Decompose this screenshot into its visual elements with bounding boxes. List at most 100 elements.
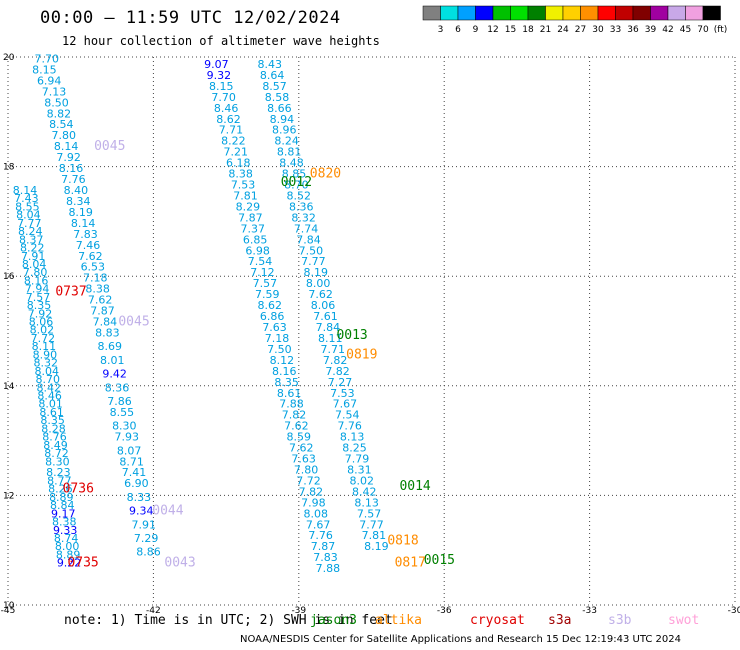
- wave-height-point: 8.57: [262, 80, 287, 93]
- wave-height-point: 8.30: [45, 455, 70, 468]
- wave-height-point: 8.02: [350, 474, 375, 487]
- wave-height-point: 7.29: [134, 532, 159, 545]
- color-scale-label: 70: [697, 25, 709, 35]
- satellite-legend-swot: swot: [668, 613, 700, 628]
- wave-height-point: 8.54: [49, 118, 74, 131]
- wave-height-point: 7.37: [241, 222, 266, 235]
- wave-height-point: 8.70: [284, 179, 309, 192]
- wave-height-point: 7.63: [291, 453, 316, 466]
- wave-height-point: 7.82: [282, 409, 307, 422]
- wave-height-point: 7.62: [78, 250, 103, 263]
- wave-height-point: 8.19: [304, 266, 329, 279]
- wave-height-point: 8.55: [110, 406, 135, 419]
- wave-height-point: 8.14: [71, 217, 96, 230]
- y-tick-label: 20: [3, 53, 15, 63]
- wave-height-point: 7.21: [224, 146, 249, 159]
- wave-height-point: 8.19: [364, 540, 389, 553]
- color-swatch: [702, 5, 721, 21]
- wave-height-point: 8.36: [105, 381, 130, 394]
- wave-height-point: 8.70: [35, 373, 60, 386]
- wave-height-point: 8.38: [52, 516, 77, 529]
- wave-height-point: 7.54: [335, 409, 360, 422]
- wave-height-point: 8.38: [228, 168, 253, 181]
- wave-height-point: 8.23: [46, 466, 71, 479]
- wave-height-point: 7.62: [289, 442, 314, 455]
- wave-height-point: 7.46: [76, 239, 101, 252]
- color-scale-label: 36: [627, 25, 639, 35]
- wave-height-point: 8.61: [39, 406, 64, 419]
- wave-height-point: 7.91: [21, 250, 46, 263]
- x-tick-label: -36: [437, 606, 452, 616]
- pass-time-label: 0014: [399, 479, 430, 494]
- wave-height-point: 8.02: [30, 324, 55, 337]
- color-scale-label: 6: [455, 25, 461, 35]
- pass-time-label: 0044: [152, 504, 183, 519]
- wave-height-point: 7.63: [262, 321, 287, 334]
- wave-height-point: 8.42: [36, 381, 61, 394]
- color-scale-label: 9: [473, 25, 479, 35]
- wave-height-point: 7.12: [250, 266, 275, 279]
- wave-height-point: 8.04: [16, 209, 41, 222]
- wave-height-point: 8.69: [98, 340, 123, 353]
- wave-height-point: 6.98: [245, 244, 270, 257]
- wave-height-point: 7.41: [122, 466, 147, 479]
- color-scale-label: 15: [505, 25, 516, 35]
- wave-height-point: 8.31: [347, 463, 372, 476]
- wave-height-point: 8.33: [127, 491, 152, 504]
- wave-height-point: 8.32: [34, 357, 59, 370]
- y-tick-label: 12: [3, 491, 14, 501]
- color-scale-label: 45: [680, 25, 691, 35]
- wave-height-point: 7.84: [316, 321, 341, 334]
- color-scale-legend: 3 6 9 12 15 18 21 24 27 30 33 36 39 42 45 70 (ft): [422, 5, 727, 35]
- color-scale-label: 39: [645, 25, 657, 35]
- wave-height-point: 7.92: [56, 151, 81, 164]
- wave-height-point: 8.55: [15, 200, 40, 213]
- wave-height-point: 8.14: [54, 140, 79, 153]
- pass-time-label: 0820: [310, 167, 341, 182]
- wave-height-point: 9.32: [207, 69, 232, 82]
- wave-height-point: 6.90: [124, 477, 149, 490]
- wave-height-point: 8.25: [342, 442, 367, 455]
- wave-height-point: 7.84: [296, 233, 321, 246]
- wave-height-point: 8.74: [54, 532, 79, 545]
- pass-time-label: 0013: [336, 328, 367, 343]
- wave-height-point: 8.24: [274, 135, 299, 148]
- wave-height-point: 6.86: [260, 310, 285, 323]
- wave-height-point: 8.00: [306, 277, 331, 290]
- footnote: note: 1) Time is in UTC; 2) SWH is in fe…: [64, 613, 393, 628]
- pass-time-label: 0818: [387, 534, 418, 549]
- wave-height-point: 7.80: [51, 129, 76, 142]
- wave-height-point: 8.43: [257, 58, 282, 71]
- wave-height-point: 8.50: [44, 96, 69, 109]
- pass-time-label: 0015: [424, 553, 455, 568]
- wave-height-point: 7.57: [26, 291, 51, 304]
- wave-height-point: 8.62: [216, 113, 241, 126]
- pass-time-label: 0012: [281, 175, 312, 190]
- wave-height-point: 7.88: [316, 562, 341, 575]
- wave-height-point: 7.59: [255, 288, 280, 301]
- wave-height-point: 7.79: [345, 453, 370, 466]
- wave-height-point: 8.08: [304, 507, 329, 520]
- color-scale-label: 33: [610, 25, 621, 35]
- pass-time-label: 0735: [67, 556, 98, 571]
- wave-height-point: 8.62: [257, 299, 282, 312]
- wave-height-point: 8.04: [35, 365, 60, 378]
- color-scale-label: 24: [557, 25, 569, 35]
- wave-height-point: 7.70: [35, 52, 60, 65]
- pass-time-label: 0817: [395, 556, 426, 571]
- wave-height-point: 8.49: [43, 439, 68, 452]
- wave-height-point: 8.14: [13, 184, 38, 197]
- wave-height-point: 7.53: [330, 387, 355, 400]
- pass-time-label: 0737: [55, 284, 86, 299]
- wave-height-point: 7.71: [219, 124, 244, 137]
- wave-height-point: 8.85: [282, 168, 307, 181]
- wave-height-point: 8.36: [289, 200, 314, 213]
- wave-height-point: 8.84: [50, 499, 75, 512]
- wave-height-point: 8.89: [56, 548, 81, 561]
- wave-height-point: 8.71: [119, 455, 144, 468]
- wave-height-point: 7.87: [311, 540, 336, 553]
- wave-height-point: 8.29: [236, 200, 261, 213]
- wave-height-point: 7.98: [301, 496, 326, 509]
- wave-height-point: 7.87: [90, 305, 115, 318]
- pass-time-label: 0819: [346, 347, 377, 362]
